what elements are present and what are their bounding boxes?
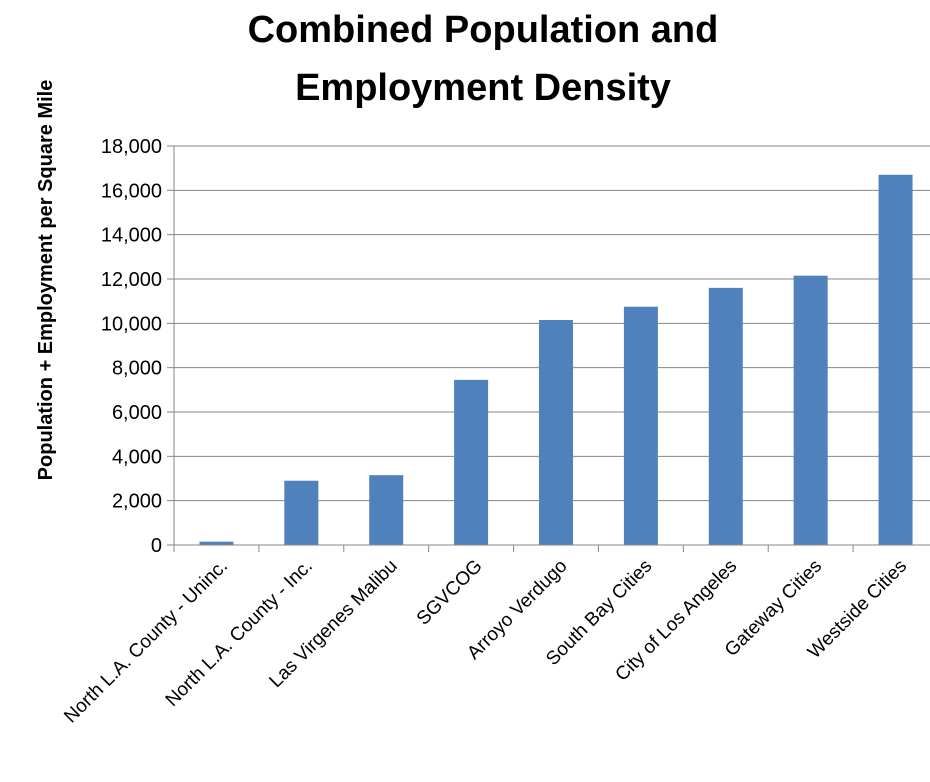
x-tick-labels: North L.A. County - Uninc.North L.A. Cou… (60, 556, 911, 728)
bar (454, 379, 489, 545)
y-tick-label: 0 (151, 535, 162, 557)
bar (369, 475, 404, 545)
bars (199, 174, 913, 546)
chart-title-line-1: Combined Population and (248, 9, 719, 51)
y-tick-label: 8,000 (112, 358, 162, 380)
axes (167, 145, 930, 552)
bar (793, 275, 828, 545)
bar (284, 480, 319, 545)
y-axis-label: Population + Employment per Square Mile (35, 80, 57, 481)
y-tick-label: 18,000 (101, 136, 162, 158)
y-tick-label: 16,000 (101, 180, 162, 202)
bar (199, 541, 234, 545)
x-tick-label: North L.A. County - Inc. (162, 556, 317, 711)
chart-title-line-2: Employment Density (295, 67, 671, 109)
bar (539, 320, 573, 545)
x-tick-label: North L.A. County - Uninc. (60, 556, 232, 728)
y-tick-label: 6,000 (112, 402, 162, 424)
bar (878, 174, 913, 546)
x-tick-label: SGVCOG (413, 556, 487, 630)
y-tick-label: 4,000 (112, 446, 162, 468)
y-tick-label: 14,000 (101, 225, 162, 247)
y-tick-label: 10,000 (101, 313, 162, 335)
bar (623, 306, 658, 545)
bar (708, 287, 743, 545)
y-tick-label: 2,000 (112, 491, 162, 513)
y-tick-labels: 0 2,000 4,000 6,000 8,000 10,000 12,000 14,000 1… (101, 136, 162, 557)
y-tick-label: 12,000 (101, 269, 162, 291)
